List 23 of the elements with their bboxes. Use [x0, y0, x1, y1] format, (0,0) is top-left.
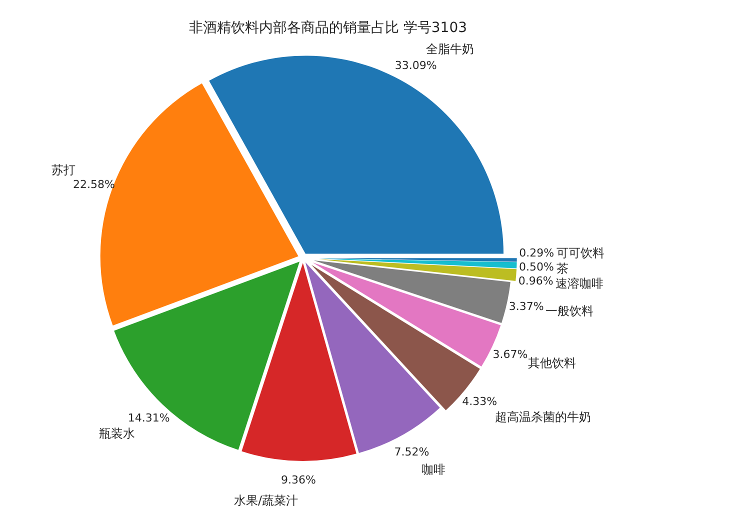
data-label: 0.96%: [518, 274, 554, 288]
slice-label: 全脂牛奶: [426, 42, 474, 56]
data-label: 3.37%: [508, 300, 544, 313]
slice-label: 可可饮料: [556, 246, 604, 260]
data-label: 7.52%: [394, 445, 430, 458]
data-label: 0.29%: [519, 246, 554, 260]
slice-label: 其他饮料: [528, 356, 576, 370]
data-label: 3.67%: [492, 348, 528, 361]
slice-label: 茶: [556, 261, 568, 276]
slice-label: 速溶咖啡: [556, 276, 604, 291]
data-label: 22.58%: [72, 178, 115, 192]
slice-label: 咖啡: [421, 462, 446, 477]
data-label: 33.09%: [394, 58, 437, 72]
slice-label: 一般饮料: [546, 304, 594, 318]
slice-label: 瓶装水: [99, 426, 136, 440]
slice-label: 水果/蔬菜汁: [234, 494, 298, 508]
chart-title: 非酒精饮料内部各商品的销量占比 学号3103: [188, 20, 468, 36]
slice-label: 超高温杀菌的牛奶: [494, 410, 591, 424]
data-label: 0.50%: [519, 260, 554, 274]
data-label: 4.33%: [462, 395, 498, 408]
data-label: 9.36%: [280, 474, 316, 487]
slice-label: 苏打: [51, 163, 76, 178]
data-label: 14.31%: [128, 412, 170, 425]
